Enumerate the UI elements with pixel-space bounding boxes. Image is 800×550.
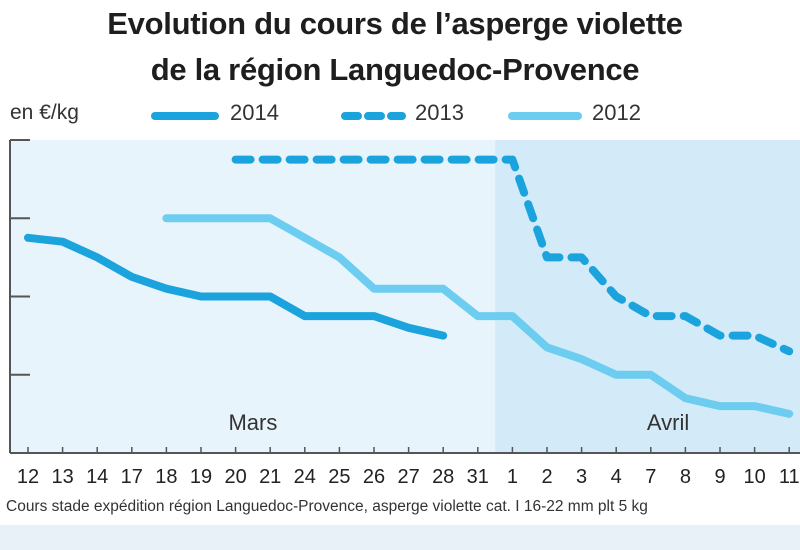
x-tick-label-28: 28 (432, 466, 454, 488)
source-note: Cours stade expédition région Languedoc-… (6, 498, 648, 515)
x-tick-label-4: 4 (611, 466, 622, 488)
month-label-avril: Avril (647, 410, 689, 435)
month-label-mars: Mars (228, 410, 277, 435)
x-tick-label-19: 19 (190, 466, 212, 488)
bottom-band (0, 525, 800, 550)
x-tick-label-2: 2 (541, 466, 552, 488)
series-line-2012 (162, 214, 794, 418)
x-tick-label-9: 9 (714, 466, 725, 488)
x-tick-label-18: 18 (155, 466, 177, 488)
chart-title-line-2: de la région Languedoc-Provence (150, 52, 640, 87)
x-tick-label-1: 1 (507, 466, 518, 488)
x-tick-label-10: 10 (743, 466, 765, 488)
x-tick-label-25: 25 (328, 466, 350, 488)
x-tick-label-3: 3 (576, 466, 587, 488)
x-tick-label-14: 14 (86, 466, 108, 488)
x-tick-label-27: 27 (397, 466, 419, 488)
legend-label-2013: 2013 (415, 100, 464, 125)
legend-label-2012: 2012 (592, 100, 641, 125)
panel-avril (495, 140, 800, 453)
x-tick-label-17: 17 (121, 466, 143, 488)
y-unit-label: en €/kg (10, 101, 79, 124)
chart-title-line-1: Evolution du cours de l’asperge violette (107, 6, 683, 41)
series-line-2014 (24, 233, 448, 340)
legend-label-2014: 2014 (230, 100, 279, 125)
line-chart: 12 13 14 17 18 19 20 21 24 25 26 27 28 31 1 2 3 4 7 8 9 10 11M… (9, 112, 800, 488)
x-tick-label-13: 13 (51, 466, 73, 488)
x-tick-label-8: 8 (680, 466, 691, 488)
x-tick-label-24: 24 (294, 466, 316, 488)
x-tick-label-11: 11 (779, 466, 800, 488)
x-tick-label-7: 7 (645, 466, 656, 488)
x-tick-label-21: 21 (259, 466, 281, 488)
x-tick-label-31: 31 (467, 466, 489, 488)
x-tick-label-20: 20 (224, 466, 246, 488)
x-tick-label-26: 26 (363, 466, 385, 488)
series-line-2013 (231, 155, 794, 356)
x-tick-label-12: 12 (17, 466, 39, 488)
